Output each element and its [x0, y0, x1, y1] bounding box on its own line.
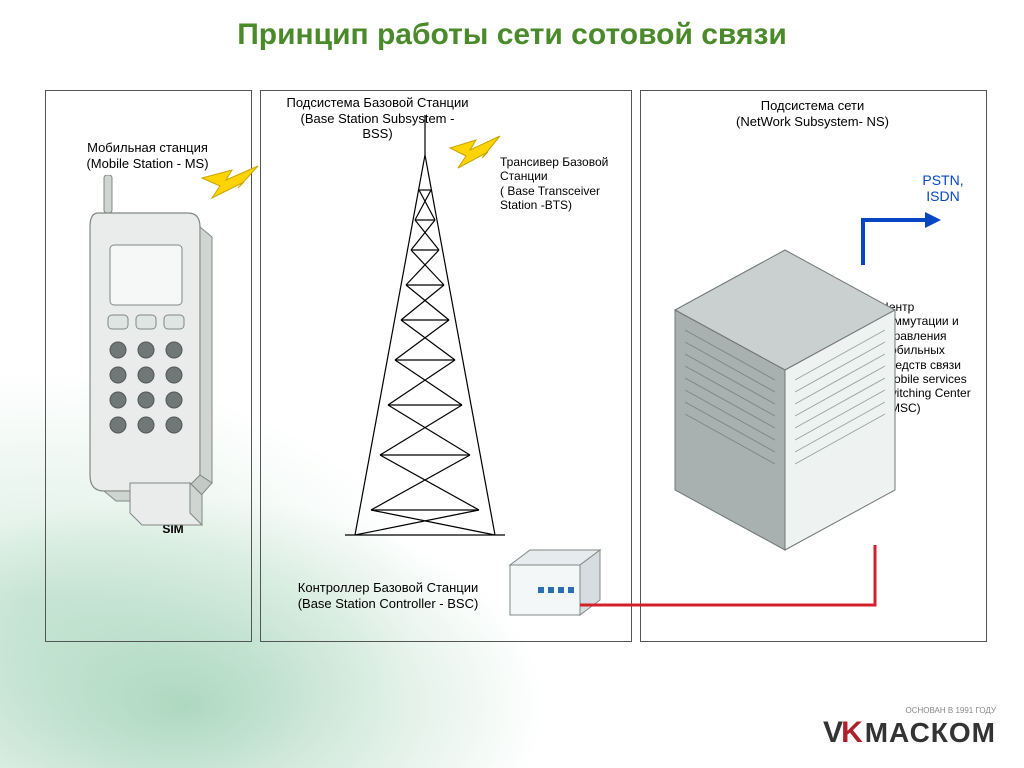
mobile-phone-icon: [70, 175, 230, 545]
pstn-arrow-icon: [855, 205, 945, 275]
bolt-ms-bss-icon: [200, 158, 280, 208]
logo: ОСНОВАН В 1991 ГОДУ VK МАСКОМ: [823, 716, 996, 750]
pstn-label: PSTN, ISDN: [908, 172, 978, 204]
logo-vk: VK: [823, 716, 861, 750]
bts-label: Трансивер Базовой Станции ( Base Transce…: [500, 155, 625, 213]
logo-k: K: [841, 716, 861, 749]
red-link-icon: [575, 540, 915, 620]
slide-root: Принцип работы сети сотовой связи Мобиль…: [0, 0, 1024, 768]
slide-title: Принцип работы сети сотовой связи: [0, 18, 1024, 52]
msc-cube-icon: [655, 230, 915, 560]
logo-company-name: МАСКОМ: [865, 717, 996, 749]
ns-title-label: Подсистема сети (NetWork Subsystem- NS): [645, 98, 980, 129]
logo-v: V: [823, 716, 841, 749]
bsc-label: Контроллер Базовой Станции (Base Station…: [268, 580, 508, 611]
logo-founded-text: ОСНОВАН В 1991 ГОДУ: [905, 706, 996, 715]
tower-icon: [335, 115, 515, 545]
bolt-bss-ns-icon: [448, 130, 518, 175]
